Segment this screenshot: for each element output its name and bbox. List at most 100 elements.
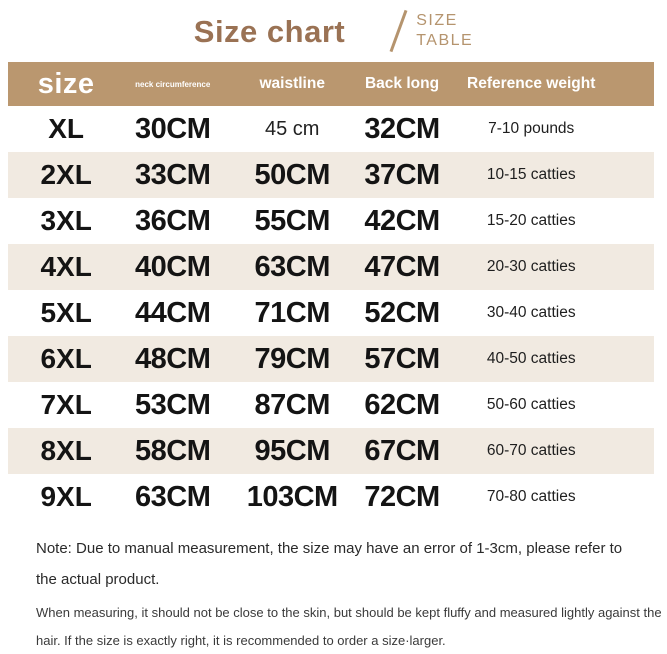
cell-neck-circumference: 53CM [124,389,221,422]
subtitle-line-1: SIZE [416,12,458,29]
cell-value: 40-50 catties [486,350,576,367]
cell-value: 2XL [40,159,92,190]
cell-reference-weight: 20-30 catties [441,258,622,276]
cell-reference-weight: 60-70 catties [441,442,622,460]
note-line-2: the actual product. [36,571,160,588]
cell-value: 7XL [40,389,92,420]
table-row: 5XL 44CM 71CM 52CM 30-40 catties [8,290,654,336]
cell-reference-weight: 30-40 catties [441,304,622,322]
cell-back-long: 37CM [363,159,441,192]
cell-back-long: 47CM [363,251,441,284]
cell-value: 45 cm [264,117,320,140]
cell-value: 55CM [254,204,331,237]
cell-neck-circumference: 48CM [124,343,221,376]
cell-neck-circumference: 63CM [124,481,221,514]
cell-size: XL [8,113,124,145]
header-neck-circumference-label: neck circumference [135,79,211,89]
table-row: 4XL 40CM 63CM 47CM 20-30 catties [8,244,654,290]
cell-reference-weight: 50-60 catties [441,396,622,414]
cell-reference-weight: 7-10 pounds [441,120,622,138]
cell-waistline: 103CM [221,481,363,514]
cell-size: 7XL [8,389,124,421]
cell-value: 63CM [135,480,211,513]
header-neck-circumference: neck circumference [124,80,221,89]
cell-size: 2XL [8,159,124,191]
cell-value: 8XL [40,435,92,466]
header-waistline: waistline [221,75,363,93]
size-table-body: XL 30CM 45 cm 32CM 7-10 pounds 2XL 33CM 50CM 37C… [8,106,654,520]
note-line-4: hair. If the size is exactly right, it i… [36,633,446,648]
header-back-long-label: Back long [364,75,440,92]
cell-value: 70-80 catties [486,488,576,505]
table-row: 8XL 58CM 95CM 67CM 60-70 catties [8,428,654,474]
cell-neck-circumference: 58CM [124,435,221,468]
cell-neck-circumference: 44CM [124,297,221,330]
cell-value: 52CM [364,296,440,329]
cell-value: 53CM [135,388,211,421]
note-line-3: When measuring, it should not be close t… [36,605,662,620]
size-table: size neck circumference waistline Back l… [8,62,654,520]
cell-value: 103CM [246,480,339,513]
cell-value: 42CM [364,204,440,237]
cell-neck-circumference: 30CM [124,113,221,146]
cell-waistline: 63CM [221,251,363,284]
title-section: Size chart SIZE TABLE [0,6,667,60]
cell-waistline: 45 cm [221,118,363,141]
cell-value: 50CM [254,158,331,191]
cell-value: 58CM [135,434,211,467]
cell-reference-weight: 10-15 catties [441,166,622,184]
slash-divider [389,9,408,53]
note-line-1: Note: Due to manual measurement, the siz… [36,540,623,557]
cell-value: 57CM [364,342,440,375]
cell-size: 3XL [8,205,124,237]
cell-waistline: 50CM [221,159,363,192]
cell-value: 32CM [364,112,440,145]
cell-value: 60-70 catties [486,442,576,459]
cell-value: 40CM [135,250,211,283]
cell-neck-circumference: 36CM [124,205,221,238]
cell-value: 30-40 catties [486,304,576,321]
table-row: 2XL 33CM 50CM 37CM 10-15 catties [8,152,654,198]
cell-value: 10-15 catties [486,166,576,183]
cell-neck-circumference: 33CM [124,159,221,192]
cell-value: 4XL [40,251,92,282]
cell-back-long: 67CM [363,435,441,468]
cell-value: 63CM [254,250,331,283]
cell-value: 71CM [254,296,331,329]
cell-waistline: 79CM [221,343,363,376]
header-reference-weight-label: Reference weight [467,75,596,92]
cell-back-long: 62CM [363,389,441,422]
cell-value: 48CM [135,342,211,375]
cell-value: 7-10 pounds [488,120,575,137]
header-size-label: size [37,67,95,100]
cell-size: 6XL [8,343,124,375]
cell-back-long: 42CM [363,205,441,238]
cell-value: 20-30 catties [486,258,576,275]
subtitle-line-2: TABLE [416,32,474,49]
cell-value: 3XL [40,205,92,236]
subtitle: SIZE TABLE [416,6,473,51]
notes-section: Note: Due to manual measurement, the siz… [36,540,662,654]
table-row: 9XL 63CM 103CM 72CM 70-80 catties [8,474,654,520]
cell-back-long: 32CM [363,113,441,146]
cell-value: 87CM [254,388,331,421]
cell-value: 95CM [254,434,331,467]
cell-value: 44CM [135,296,211,329]
cell-value: 6XL [40,343,92,374]
header-size: size [8,68,124,101]
cell-value: 37CM [364,158,440,191]
cell-value: 79CM [254,342,331,375]
cell-back-long: 57CM [363,343,441,376]
cell-value: 50-60 catties [486,396,576,413]
cell-back-long: 52CM [363,297,441,330]
cell-value: 30CM [135,112,211,145]
cell-value: 47CM [364,250,440,283]
cell-back-long: 72CM [363,481,441,514]
cell-reference-weight: 40-50 catties [441,350,622,368]
cell-waistline: 95CM [221,435,363,468]
cell-size: 4XL [8,251,124,283]
cell-value: 33CM [135,158,211,191]
cell-value: XL [48,113,85,144]
header-reference-weight: Reference weight [441,75,622,93]
